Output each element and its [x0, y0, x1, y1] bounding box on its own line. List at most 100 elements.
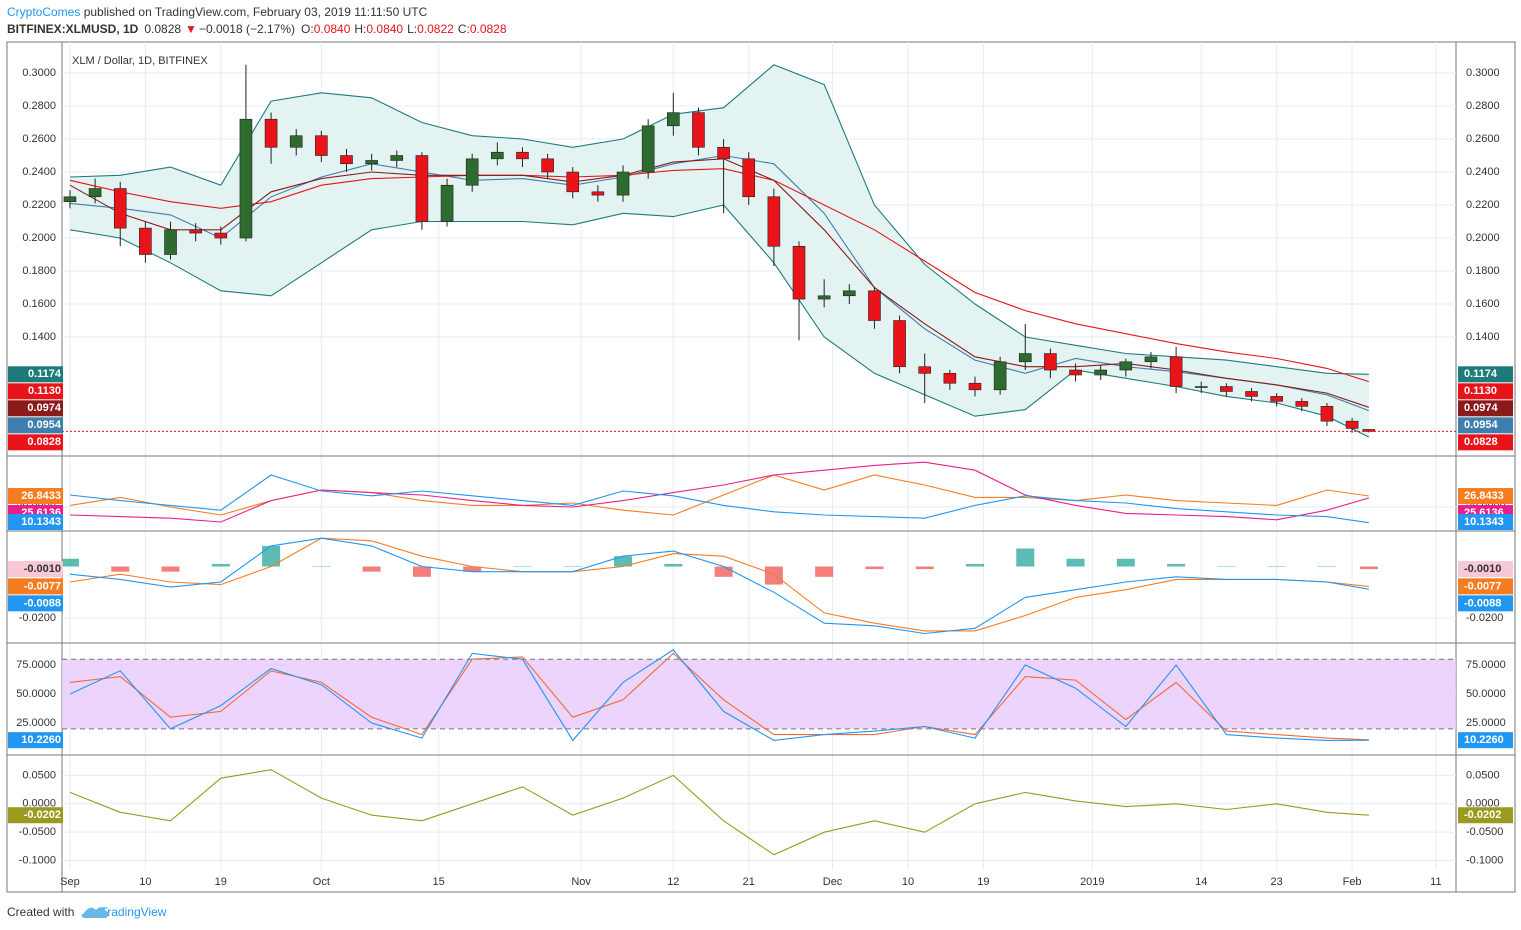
price-badge: [1458, 514, 1513, 530]
histogram-bar: [412, 566, 431, 577]
plot: [62, 756, 1456, 870]
price-badge: [8, 488, 63, 505]
candle-body: [968, 382, 982, 391]
histogram-bar: [1167, 563, 1186, 567]
candle-body: [1119, 361, 1133, 371]
candle-body: [1069, 369, 1082, 376]
published: published on TradingView.com, February 0…: [80, 5, 427, 19]
line: [69, 461, 1369, 523]
arrow: ▼: [185, 22, 197, 36]
badge-label: 0.0828: [1464, 436, 1498, 448]
histogram-bar: [714, 566, 733, 577]
candle-body: [641, 125, 655, 173]
candle-body: [717, 146, 730, 160]
panel: 0.0500 0.0500 0.0000 0.0000 -0.0500 -0.0500 -0…: [7, 754, 1515, 888]
x-tick-label: 14: [1195, 876, 1207, 888]
candle-body: [1295, 401, 1309, 407]
candle-body: [1169, 356, 1183, 387]
badge-label: -0.0077: [24, 580, 61, 592]
c-label: C:: [458, 22, 470, 36]
histogram-bar: [1267, 566, 1286, 568]
histogram-bar: [1016, 548, 1035, 567]
candle-body: [415, 155, 429, 222]
candle-body: [817, 295, 831, 300]
candle-body: [993, 361, 1007, 391]
brand[interactable]: TradingView: [100, 905, 166, 919]
y-tick-label: 0.2600: [1466, 133, 1500, 145]
badge-label: -0.0202: [1464, 809, 1501, 821]
histogram-bar: [312, 566, 331, 568]
plot: [62, 42, 1456, 455]
y-tick-label: 0.2200: [1466, 199, 1500, 211]
candle-body: [893, 320, 906, 368]
candle-body: [239, 118, 253, 239]
y-tick-label: -0.0200: [1466, 612, 1503, 624]
h-label: H:: [354, 22, 366, 36]
price-badge: [8, 514, 63, 530]
price-badge: [1458, 807, 1513, 824]
candle-body: [516, 151, 529, 160]
candle-body: [214, 232, 228, 239]
candle-body: [591, 191, 605, 196]
o-label: O:: [301, 22, 314, 36]
price-badge: [8, 400, 63, 417]
y-tick-label: 0.2200: [22, 199, 56, 211]
candle-body: [918, 366, 932, 374]
y-tick-label: 25.0000: [16, 717, 56, 729]
badge-label: 0.0828: [27, 436, 61, 448]
price-badge: [1458, 561, 1513, 578]
line: [69, 64, 1369, 375]
histogram-bar: [965, 563, 984, 567]
candle-body: [365, 160, 378, 165]
line: [69, 474, 1369, 524]
price-badge: [8, 434, 63, 451]
badge-label: -0.0088: [1464, 597, 1501, 609]
logo: [81, 907, 109, 918]
x-tick-label: 10: [139, 876, 151, 888]
candle-body: [868, 290, 881, 321]
x-tick-label: Dec: [823, 876, 843, 888]
histogram-bar: [211, 563, 230, 567]
x-tick-label: Nov: [571, 876, 591, 888]
histogram-bar: [1066, 558, 1085, 567]
candle-body: [465, 158, 479, 186]
candle-body: [1245, 391, 1258, 397]
badge-label: 0.0954: [27, 419, 62, 431]
badge-label: -0.0088: [24, 597, 61, 609]
y-tick-label: 0.2800: [1466, 100, 1500, 112]
price-badge: [1458, 417, 1513, 434]
plot: [62, 457, 1456, 530]
candle-body: [1270, 396, 1283, 402]
y-tick-label: -0.0500: [1466, 826, 1503, 838]
candle-body: [1345, 420, 1359, 429]
y-tick-label: 0.2000: [1466, 232, 1500, 244]
line: [69, 649, 1369, 742]
y-tick-label: 50.0000: [1466, 688, 1506, 700]
footer: Created with TradingView: [7, 905, 167, 919]
price-badge: [8, 807, 63, 824]
y-tick-label: -0.1000: [1466, 854, 1503, 866]
x-tick-label: 2019: [1080, 876, 1104, 888]
histogram-bar: [111, 566, 130, 572]
candle-body: [1320, 406, 1334, 422]
badge-label: 10.1343: [1464, 516, 1504, 528]
histogram-bar: [262, 545, 281, 567]
histogram-bar: [815, 566, 834, 577]
author[interactable]: CryptoComes: [7, 5, 80, 19]
candle-body: [113, 188, 127, 229]
histogram-bar: [513, 566, 532, 568]
badge-label: 0.0974: [27, 402, 62, 414]
candle-body: [667, 112, 680, 127]
candle-body: [541, 158, 554, 173]
x-tick-label: 10: [902, 876, 914, 888]
histogram-bar: [1317, 566, 1336, 568]
histogram-bar: [62, 558, 79, 567]
badge-label: 0.1130: [1464, 385, 1497, 397]
x-tick-label: 19: [977, 876, 989, 888]
price-badge: [8, 417, 63, 434]
candle-body: [1094, 369, 1107, 376]
candle-body: [1144, 356, 1158, 363]
frame: [6, 41, 1516, 893]
y-tick-label: 75.0000: [16, 659, 56, 671]
